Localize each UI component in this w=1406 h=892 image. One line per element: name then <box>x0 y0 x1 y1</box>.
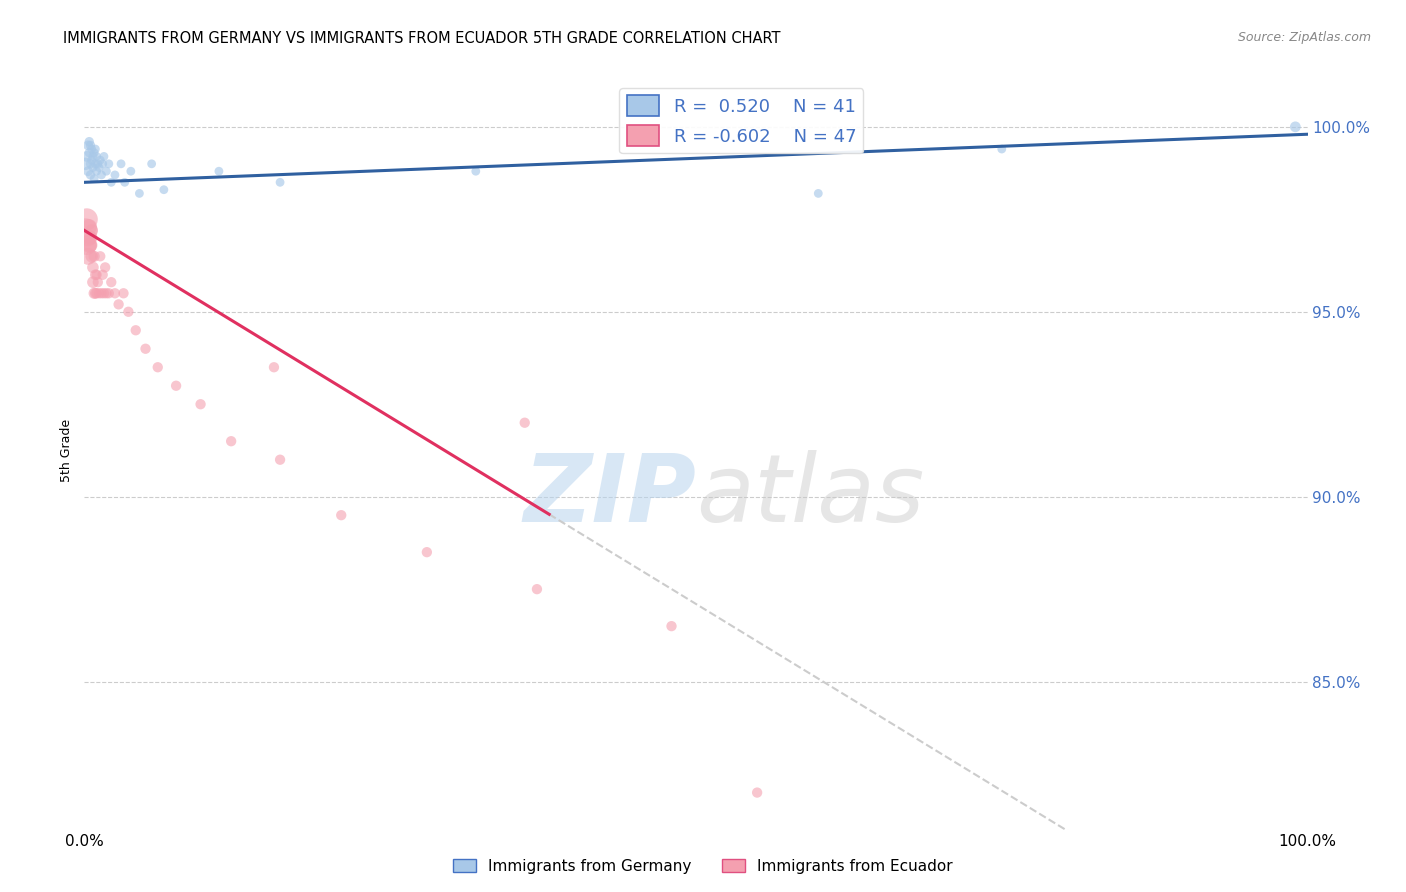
Point <box>86 286 108 301</box>
Point <box>97 157 120 171</box>
Point <box>90 168 112 182</box>
Point <box>79 138 101 153</box>
Point <box>91 268 114 282</box>
Text: IMMIGRANTS FROM GERMANY VS IMMIGRANTS FROM ECUADOR 5TH GRADE CORRELATION CHART: IMMIGRANTS FROM GERMANY VS IMMIGRANTS FR… <box>63 31 780 46</box>
Point <box>86 149 108 163</box>
Point <box>86 164 108 178</box>
Point <box>75 157 97 171</box>
Point <box>100 275 122 289</box>
Point <box>75 223 97 237</box>
Text: atlas: atlas <box>696 450 924 541</box>
Point <box>104 168 127 182</box>
Point <box>96 286 118 301</box>
Legend: R =  0.520    N = 41, R = -0.602    N = 47: R = 0.520 N = 41, R = -0.602 N = 47 <box>620 88 863 153</box>
Point <box>747 786 769 800</box>
Point <box>89 249 111 263</box>
Point <box>82 149 104 163</box>
Point <box>82 260 104 275</box>
Point <box>90 286 112 301</box>
Point <box>84 142 107 156</box>
Text: ZIP: ZIP <box>523 450 696 542</box>
Point <box>80 249 103 263</box>
Point <box>112 286 135 301</box>
Point <box>77 231 100 245</box>
Point <box>991 142 1014 156</box>
Point <box>1284 120 1306 134</box>
Point <box>114 175 136 189</box>
Point <box>190 397 212 411</box>
Point <box>77 135 100 149</box>
Y-axis label: 5th Grade: 5th Grade <box>60 419 73 482</box>
Point <box>84 268 107 282</box>
Point <box>93 286 115 301</box>
Point <box>87 275 110 289</box>
Point <box>416 545 439 559</box>
Point <box>117 305 139 319</box>
Point <box>79 157 101 171</box>
Point <box>263 360 285 375</box>
Point <box>79 168 101 182</box>
Point <box>80 153 103 168</box>
Point <box>76 238 98 252</box>
Point <box>77 238 100 252</box>
Point <box>84 286 107 301</box>
Point <box>77 249 100 263</box>
Point <box>77 219 100 234</box>
Point <box>110 157 132 171</box>
Point <box>76 212 98 227</box>
Point <box>94 260 117 275</box>
Point <box>77 145 100 160</box>
Point <box>83 171 105 186</box>
Point <box>96 164 118 178</box>
Point <box>141 157 163 171</box>
Point <box>77 138 100 153</box>
Point <box>84 157 107 171</box>
Point <box>83 249 105 263</box>
Point <box>146 360 169 375</box>
Point <box>77 164 100 178</box>
Point <box>269 175 291 189</box>
Point <box>807 186 830 201</box>
Point <box>87 157 110 171</box>
Point <box>464 164 486 178</box>
Point <box>83 145 105 160</box>
Point <box>125 323 148 337</box>
Point <box>100 175 122 189</box>
Point <box>153 183 176 197</box>
Point <box>330 508 353 523</box>
Point <box>128 186 150 201</box>
Point <box>120 164 142 178</box>
Point <box>83 286 105 301</box>
Point <box>76 149 98 163</box>
Point <box>208 164 231 178</box>
Point <box>91 157 114 171</box>
Point <box>97 286 120 301</box>
Point <box>93 149 115 163</box>
Point <box>87 286 110 301</box>
Point <box>82 275 104 289</box>
Point <box>269 452 291 467</box>
Point <box>79 231 101 245</box>
Point <box>107 297 129 311</box>
Text: Source: ZipAtlas.com: Source: ZipAtlas.com <box>1237 31 1371 45</box>
Point <box>82 161 104 175</box>
Point <box>80 223 103 237</box>
Point <box>513 416 536 430</box>
Point <box>80 142 103 156</box>
Point <box>89 153 111 168</box>
Point <box>104 286 127 301</box>
Point <box>661 619 683 633</box>
Point <box>86 268 108 282</box>
Point <box>135 342 157 356</box>
Point <box>526 582 548 596</box>
Legend: Immigrants from Germany, Immigrants from Ecuador: Immigrants from Germany, Immigrants from… <box>447 853 959 880</box>
Point <box>219 434 242 449</box>
Point <box>79 238 101 252</box>
Point <box>165 378 187 392</box>
Point <box>87 161 110 175</box>
